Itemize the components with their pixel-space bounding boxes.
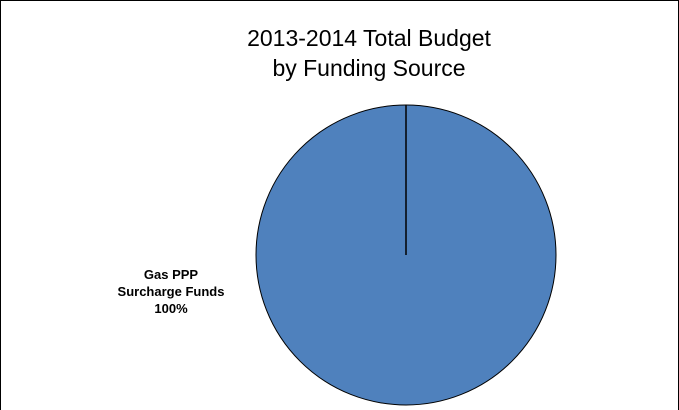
- chart-subtitle: by Funding Source: [272, 55, 465, 81]
- slice-label-1-line-2: Surcharge Funds: [118, 284, 225, 299]
- pie-slices: [255, 104, 557, 406]
- slice-labels: Gas PPP Surcharge Funds 100%: [118, 267, 225, 316]
- chart-title: 2013-2014 Total Budget: [247, 25, 491, 51]
- slice-label-1-line-3: 100%: [154, 301, 188, 316]
- slice-label-1-line-1: Gas PPP: [144, 267, 199, 282]
